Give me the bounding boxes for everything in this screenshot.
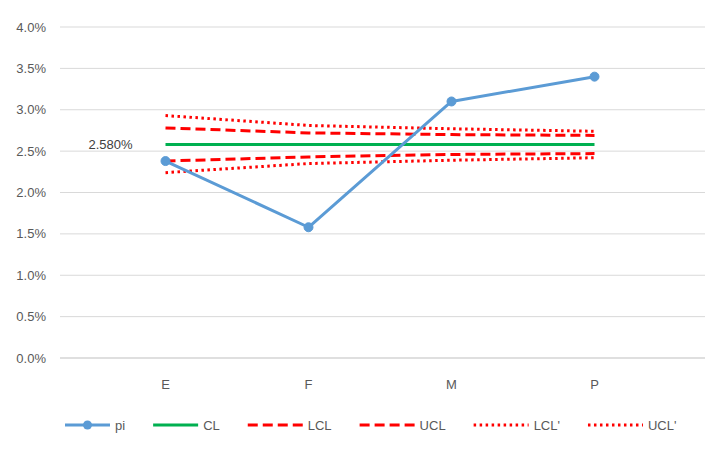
- y-tick-label: 3.5%: [16, 61, 46, 76]
- grid-line: [60, 151, 705, 152]
- grid-line: [60, 109, 705, 110]
- grid-line: [60, 27, 705, 28]
- series-line: [166, 77, 595, 228]
- x-tick-label: P: [590, 377, 599, 392]
- series-line: [166, 154, 595, 161]
- y-tick-label: 0.5%: [16, 309, 46, 324]
- legend-swatch: [153, 424, 198, 427]
- series-line: [166, 143, 595, 146]
- series-marker: [590, 72, 599, 81]
- series-line: [166, 128, 595, 135]
- legend-swatch: [588, 424, 643, 427]
- series-marker: [161, 157, 170, 166]
- legend-marker: [83, 421, 92, 430]
- y-tick-label: 2.0%: [16, 185, 46, 200]
- data-label: 2.580%: [88, 137, 133, 152]
- x-tick-label: M: [446, 377, 457, 392]
- legend-swatch: [474, 424, 529, 427]
- chart: 0.0% 0.5% 1.0% 1.5% 2.0% 2.5% 3.0% 3.5% 4.0% E F M P…: [0, 0, 720, 449]
- plot-area: [161, 72, 599, 232]
- y-tick-label: 1.0%: [16, 268, 46, 283]
- grid: [60, 27, 705, 358]
- grid-line: [60, 233, 705, 234]
- legend-label: UCL': [648, 418, 677, 433]
- legend-label: LCL: [308, 418, 332, 433]
- legend: pi CL LCL UCL LCL' UCL': [65, 418, 676, 433]
- x-tick-label: E: [161, 377, 170, 392]
- x-tick-label: F: [305, 377, 313, 392]
- legend-swatch: [248, 424, 303, 427]
- legend-label: LCL': [534, 418, 560, 433]
- legend-swatch: [360, 424, 415, 427]
- series-marker: [304, 223, 313, 232]
- grid-line: [60, 275, 705, 276]
- y-tick-label: 4.0%: [16, 20, 46, 35]
- y-tick-label: 3.0%: [16, 102, 46, 117]
- series-marker: [447, 97, 456, 106]
- legend-label: UCL: [420, 418, 446, 433]
- grid-line: [60, 192, 705, 193]
- y-tick-label: 2.5%: [16, 144, 46, 159]
- data-labels: 2.580%: [88, 137, 133, 152]
- grid-line: [60, 316, 705, 317]
- y-tick-label: 0.0%: [16, 351, 46, 366]
- legend-label: CL: [203, 418, 220, 433]
- grid-line: [60, 358, 705, 359]
- legend-label: pi: [115, 418, 125, 433]
- y-tick-label: 1.5%: [16, 226, 46, 241]
- grid-line: [60, 68, 705, 69]
